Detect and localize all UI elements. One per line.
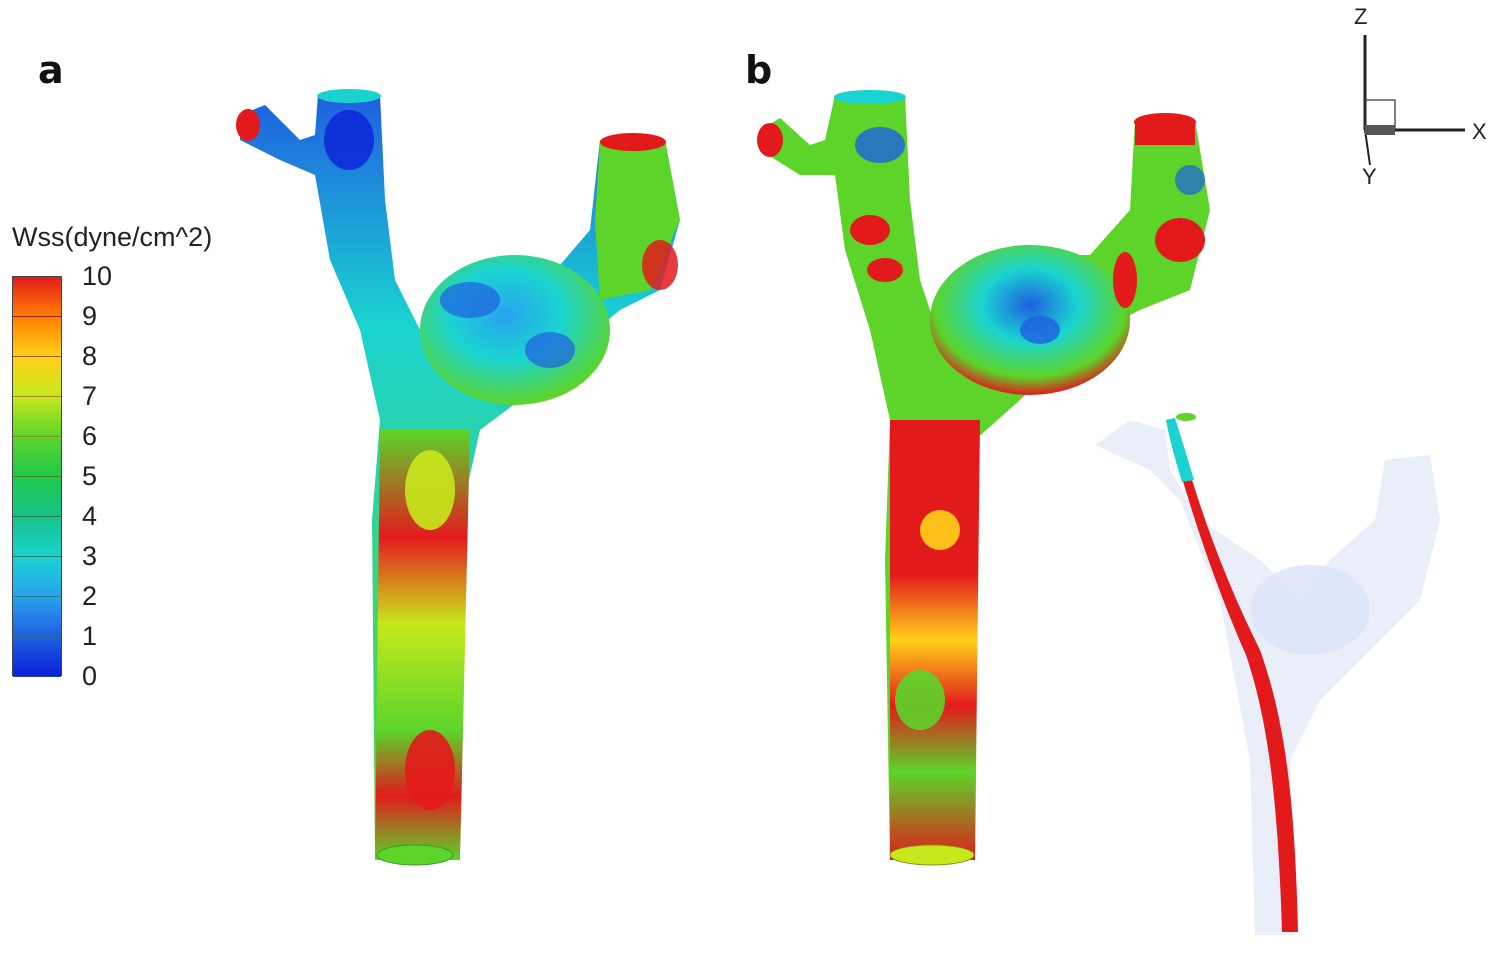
colorbar-tick-label: 0 [82,661,98,691]
axis-label-z: Z [1354,4,1367,29]
colorbar-tick-label: 10 [82,261,113,291]
axis-label-x: X [1472,119,1487,144]
vessel-b [757,90,1210,866]
colorbar-segment [13,637,61,677]
colorbar-tick-label: 5 [82,461,98,491]
colorbar-segment [13,477,61,517]
axis-label-y: Y [1362,164,1377,189]
vessel-inset [1095,413,1440,935]
legend-title: Wss(dyne/cm^2) [12,222,213,252]
colorbar-segment [13,397,61,437]
colorbar-segment [13,277,61,317]
colorbar-segment [13,597,61,637]
colorbar-tick-label: 7 [82,381,98,411]
panel-label-a: a [38,48,64,92]
colorbar-tick-label: 1 [82,621,98,651]
colorbar-tick-label: 9 [82,301,98,331]
colorbar-tick-label: 3 [82,541,98,571]
colorbar-segment [13,517,61,557]
axis-triad: Z X Y [1354,4,1487,189]
vessel-a [236,89,680,866]
colorbar-segment [13,357,61,397]
colorbar-tick-label: 4 [82,501,98,531]
colorbar [12,276,62,677]
colorbar-segment [13,437,61,477]
colorbar-segment [13,557,61,597]
colorbar-segment [13,317,61,357]
colorbar-tick-label: 8 [82,341,98,371]
colorbar-tick-label: 6 [82,421,98,451]
panel-label-b: b [745,48,773,92]
colorbar-tick-label: 2 [82,581,98,611]
